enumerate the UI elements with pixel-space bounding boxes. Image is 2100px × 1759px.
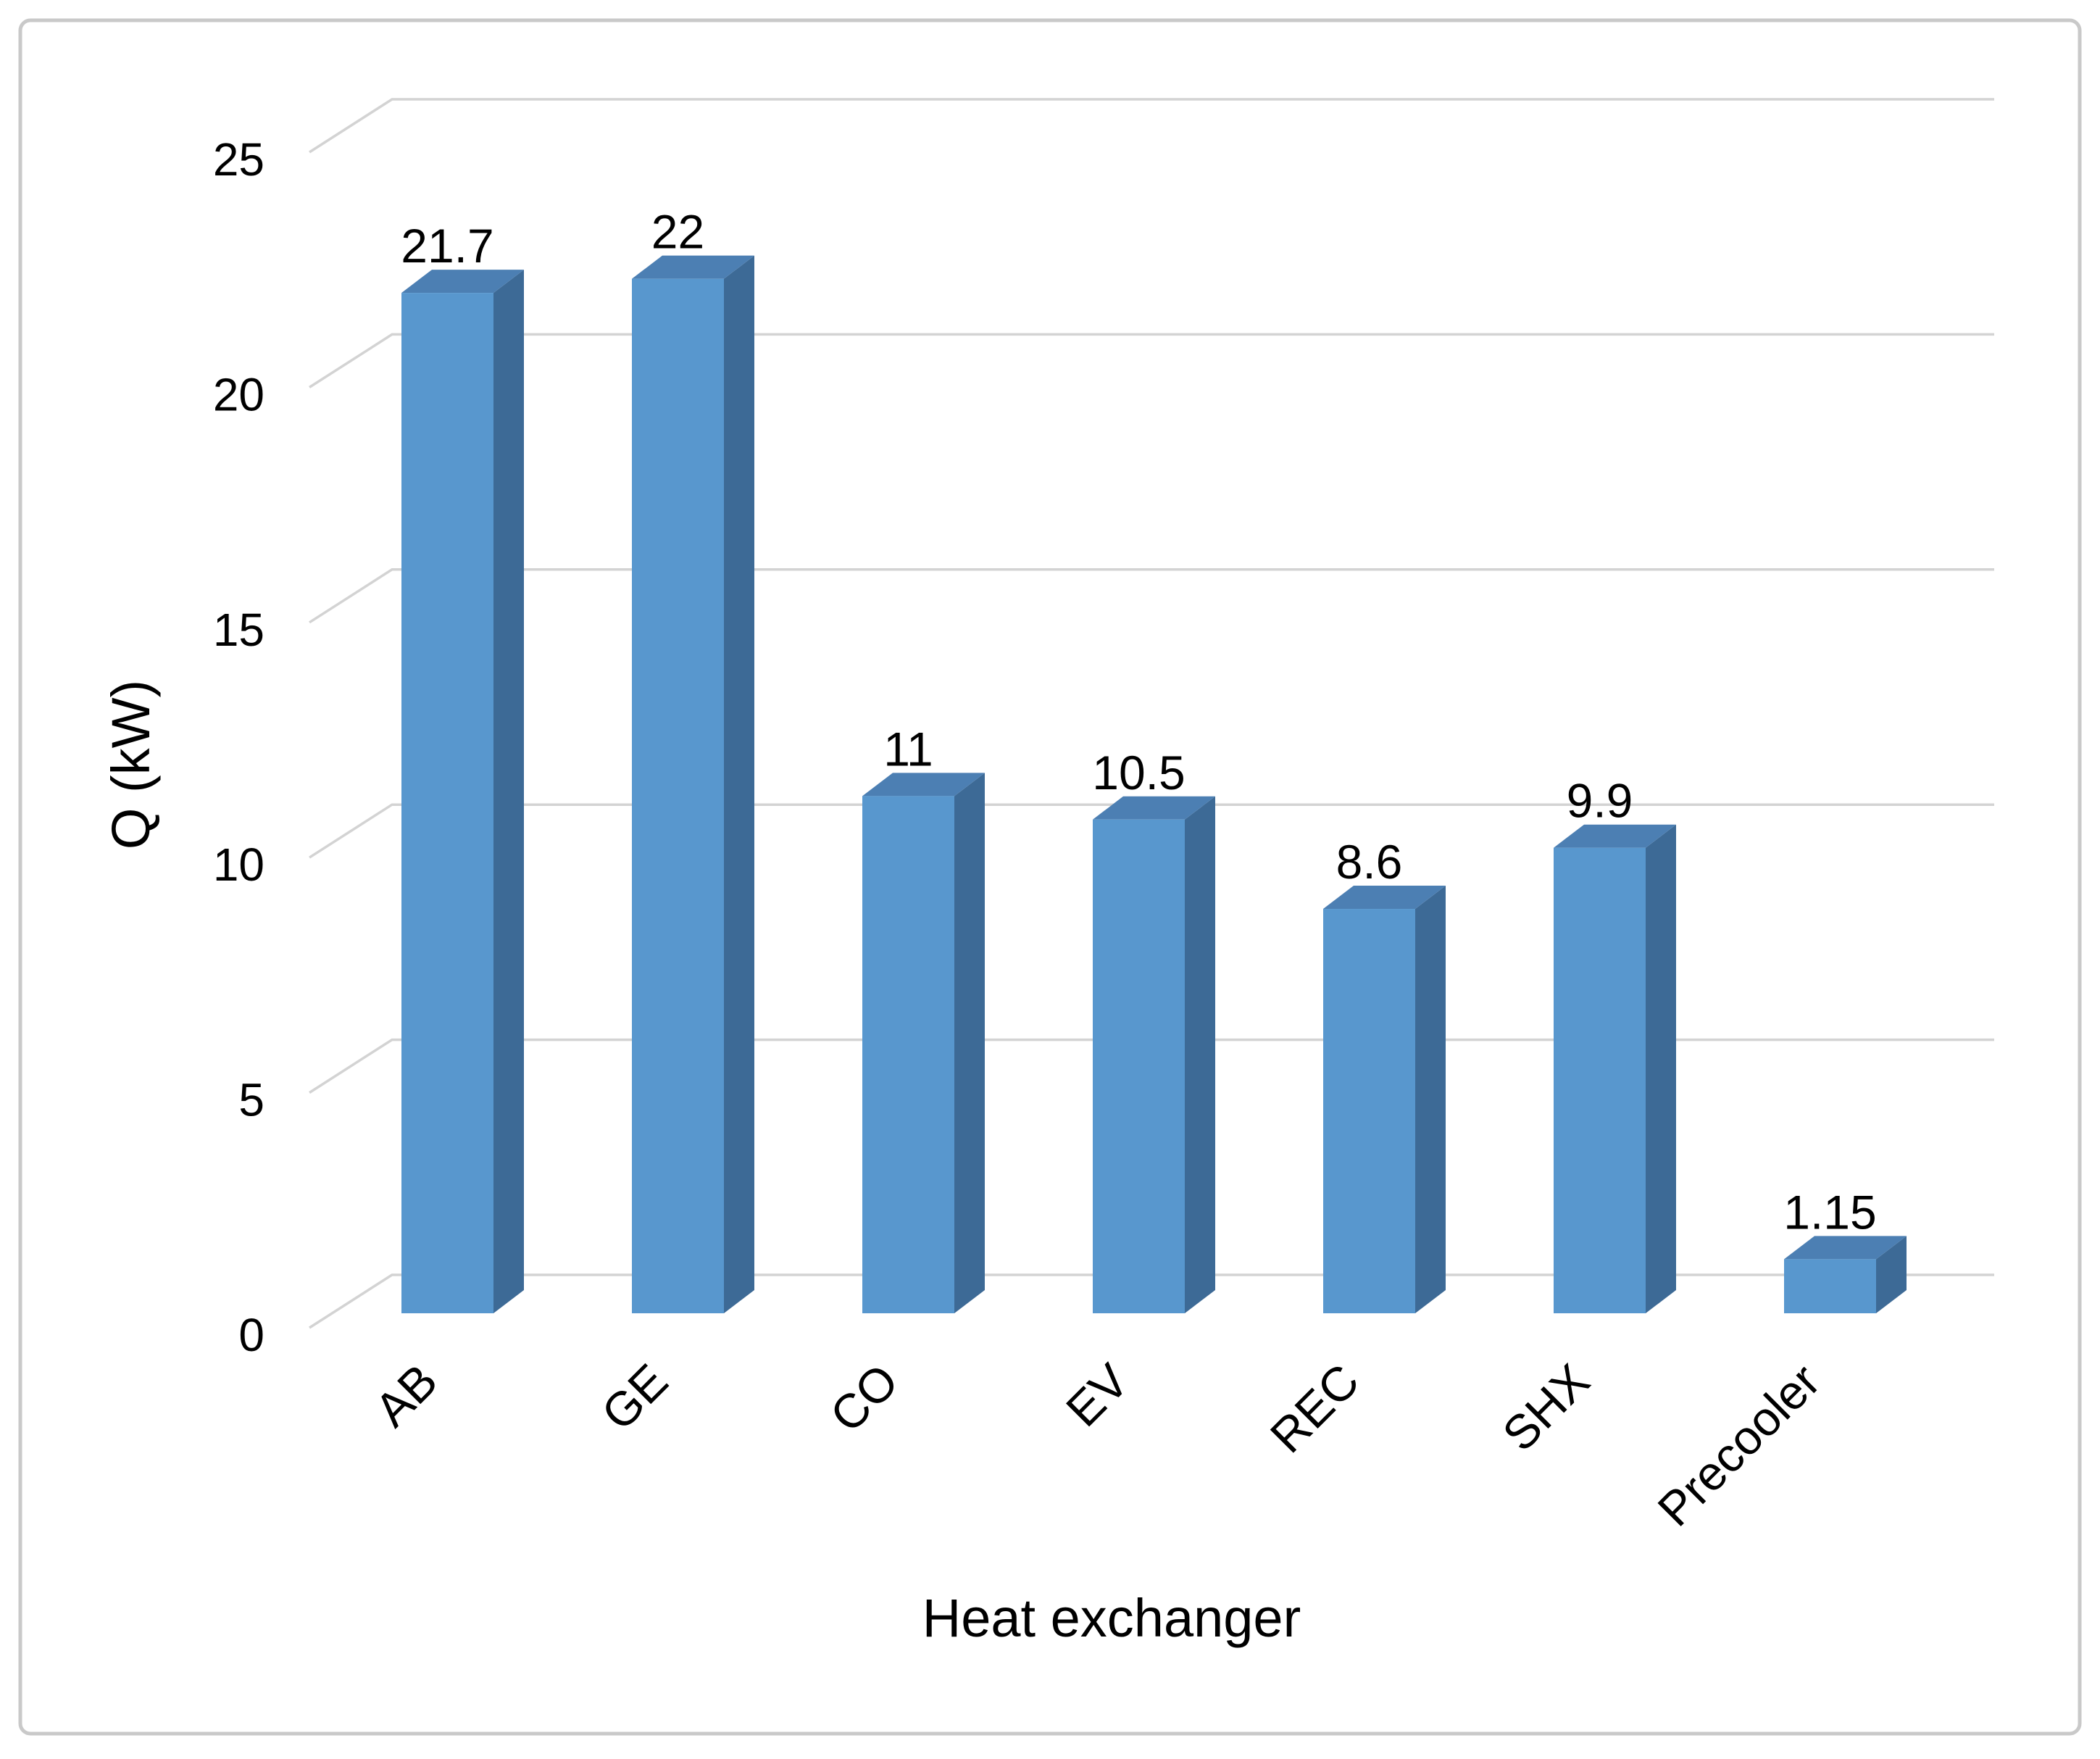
bar-side-face	[1415, 886, 1446, 1313]
value-labels-group: 21.7 22 11 10.5 8.6 9.9 1.15	[401, 205, 1876, 1239]
y-tick-label: 0	[238, 1309, 264, 1361]
bar-top-face	[862, 773, 985, 797]
bar-top-face	[1554, 824, 1676, 848]
chart-border	[18, 18, 2082, 1736]
bar-top-face	[1093, 796, 1215, 820]
bar-value-label: 22	[651, 205, 704, 259]
bar-side-face	[1876, 1236, 1907, 1313]
y-tick-labels-group: 0 5 10 15 20 25	[213, 133, 264, 1361]
gridline	[309, 1273, 1994, 1329]
bar-top-face	[632, 255, 754, 279]
gridline	[309, 333, 1994, 388]
y-tick-label: 10	[213, 839, 264, 891]
bar-side-face	[1185, 796, 1215, 1313]
bar-value-label: 8.6	[1336, 835, 1403, 889]
gridline	[309, 98, 1994, 154]
bar-value-label: 11	[883, 722, 933, 775]
bar	[1093, 819, 1185, 1313]
bar-top-face	[1323, 886, 1446, 910]
bar	[862, 796, 954, 1313]
y-tick-label: 25	[213, 133, 264, 186]
bar-value-label: 1.15	[1783, 1185, 1876, 1239]
gridline	[309, 803, 1994, 859]
bar	[1554, 847, 1646, 1313]
bar-value-label: 9.9	[1567, 774, 1633, 828]
bar-top-face	[1784, 1236, 1907, 1260]
gridline	[309, 568, 1994, 624]
gridlines-group	[309, 98, 1994, 1329]
bar	[401, 293, 493, 1313]
bar	[1323, 909, 1415, 1313]
bar-value-label: 10.5	[1092, 746, 1185, 799]
y-tick-label: 15	[213, 604, 264, 656]
bar-value-label: 21.7	[401, 219, 493, 273]
bar-top-face	[401, 270, 524, 294]
bar-side-face	[1646, 824, 1676, 1313]
bar	[632, 278, 724, 1313]
bars-group	[401, 255, 1907, 1313]
y-axis-title: Q (kW)	[101, 680, 161, 849]
bar	[1784, 1259, 1876, 1313]
gridline	[309, 1038, 1994, 1094]
bar-side-face	[954, 773, 985, 1313]
bar-side-face	[724, 255, 754, 1313]
x-axis-title: Heat exchanger	[922, 1588, 1301, 1648]
y-tick-label: 20	[213, 368, 264, 420]
y-tick-label: 5	[238, 1074, 264, 1126]
bar-side-face	[493, 270, 524, 1313]
